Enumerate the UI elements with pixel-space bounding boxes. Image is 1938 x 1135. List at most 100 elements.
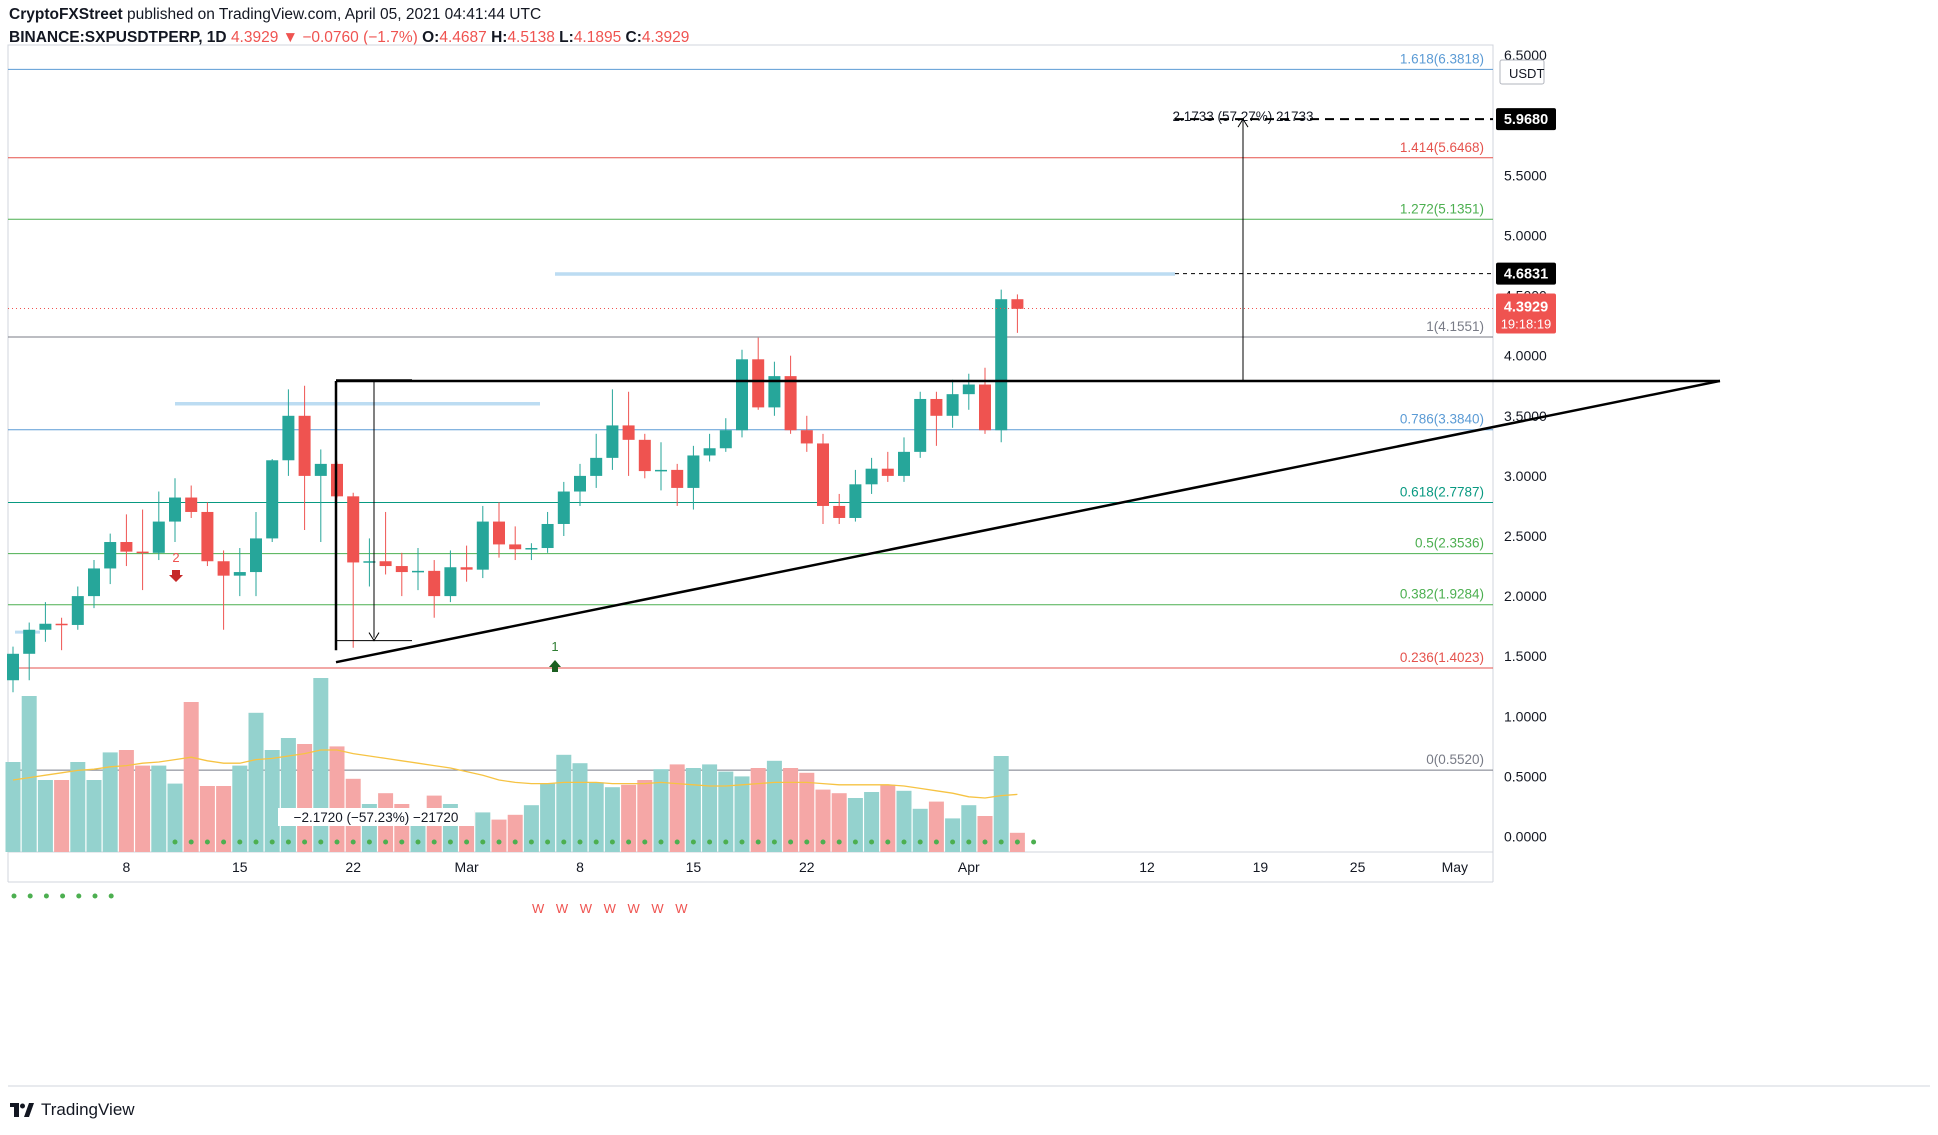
candle-body[interactable] [55,623,68,626]
candle-body[interactable] [574,475,586,492]
candle-body[interactable] [120,542,133,552]
candle-body[interactable] [71,596,84,625]
candle-body[interactable] [606,425,619,458]
current-price-tag: 4.3929 [1504,299,1548,315]
candle-body[interactable] [1011,299,1024,309]
candle-body[interactable] [557,491,570,524]
time-axis-tick: 15 [232,859,248,875]
candle-body[interactable] [217,561,230,576]
change-value: −0.0760 (−1.7%) [302,29,418,46]
candle-body[interactable] [169,497,181,522]
fib-level-label: 0.5(2.3536) [1415,536,1484,551]
candle-body[interactable] [250,538,262,573]
volume-bar [977,816,993,852]
candle-body[interactable] [412,570,424,573]
candle-body[interactable] [703,448,716,456]
high-label: H: [491,29,508,46]
candle-body[interactable] [428,570,441,597]
candle-body[interactable] [784,376,797,431]
volume-bar [945,818,961,852]
price-axis-tick: 4.0000 [1504,348,1547,364]
symbol-name[interactable]: BINANCE:SXPUSDTPERP, 1D [9,29,227,46]
candle-body[interactable] [687,455,700,488]
candle-body[interactable] [930,398,943,416]
signal-dot [593,839,599,845]
publisher-name[interactable]: CryptoFXStreet [9,6,123,23]
candle-body[interactable] [444,567,457,597]
candle-body[interactable] [152,521,165,553]
currency-box[interactable] [1499,59,1545,85]
candle-body[interactable] [946,394,959,416]
high-value: 4.5138 [507,29,555,46]
candle-body[interactable] [395,566,408,573]
candle-body[interactable] [833,505,846,518]
candle-body[interactable] [914,398,927,452]
candle-body[interactable] [800,430,813,444]
candle-body[interactable] [460,567,473,570]
signal-dot [755,839,761,845]
close-value: 4.3929 [641,29,690,46]
candle-body[interactable] [622,425,635,440]
candle-body[interactable] [7,653,19,681]
signal-dot [723,839,729,845]
candle-body[interactable] [314,463,327,476]
candle-body[interactable] [525,548,538,550]
target-price-tag: 5.9680 [1504,112,1548,128]
candle-body[interactable] [898,451,910,476]
signal-dot [92,893,98,899]
volume-bar [216,786,232,852]
candle-body[interactable] [736,359,748,431]
candle-body[interactable] [104,542,117,569]
signal-dot [480,839,486,845]
time-axis-tick: 12 [1139,859,1155,875]
candle-body[interactable] [849,484,862,518]
level-price-tag: 4.6831 [1504,267,1548,283]
w-mark-annotation: W W W W W W W [532,901,692,916]
candle-body[interactable] [865,468,878,485]
candle-body[interactable] [719,430,732,449]
candle-body[interactable] [347,496,360,563]
tradingview-logo-icon [10,1103,34,1117]
plot-frame [7,44,1494,853]
candle-body[interactable] [768,376,781,408]
candle-body[interactable] [476,521,489,570]
candle-body[interactable] [201,511,214,562]
candle-body[interactable] [655,469,667,472]
candle-body[interactable] [363,561,376,563]
candle-body[interactable] [638,439,651,472]
time-axis-tick: May [1442,859,1468,875]
candle-body[interactable] [962,384,975,395]
candle-body[interactable] [39,623,52,630]
candle-body[interactable] [995,299,1008,431]
candle-body[interactable] [88,568,100,597]
volume-bar [637,780,653,852]
candle-body[interactable] [379,561,392,567]
candle-body[interactable] [752,359,765,408]
candle-body[interactable] [541,523,554,549]
candle-body[interactable] [136,551,149,554]
volume-bar [653,769,669,852]
time-axis-tick: Apr [958,859,980,875]
triangle-support-line [335,379,1721,664]
candle-body[interactable] [233,572,246,576]
candle-body[interactable] [493,521,505,545]
time-axis-tick: 8 [123,859,131,875]
signal-dot [27,893,33,899]
tradingview-logo[interactable]: TradingView [10,1100,135,1120]
candle-body[interactable] [509,544,522,550]
candle-body[interactable] [817,443,829,506]
volume-bar [588,782,604,852]
candle-body[interactable] [23,629,36,654]
price-axis-tick: 0.5000 [1504,768,1547,784]
candle-body[interactable] [979,384,991,431]
candle-body[interactable] [881,468,894,476]
candle-body[interactable] [282,415,295,461]
candle-body[interactable] [671,469,684,488]
candle-body[interactable] [298,415,311,476]
candle-body[interactable] [266,460,279,539]
volume-bar [5,762,21,852]
candle-body[interactable] [185,497,198,512]
volume-bar [135,765,151,852]
candle-body[interactable] [590,457,603,476]
